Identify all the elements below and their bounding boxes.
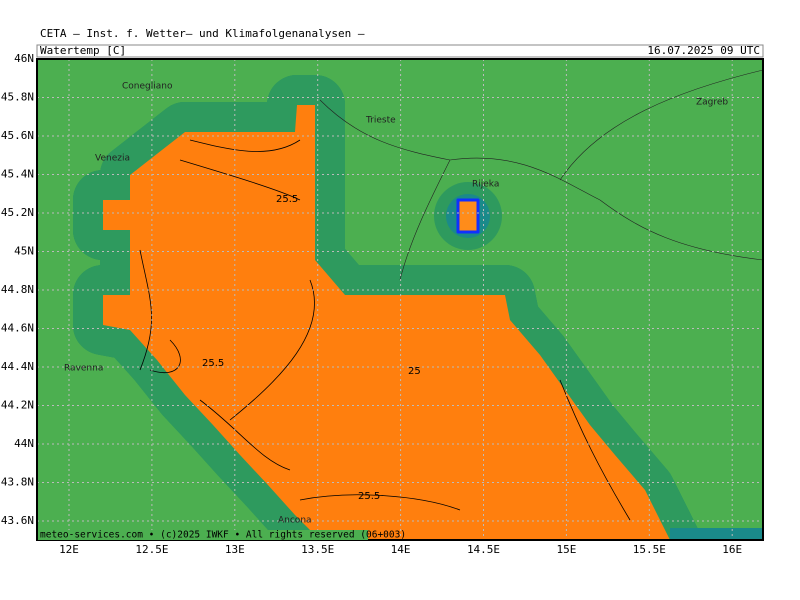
grid — [37, 59, 763, 540]
lat-label: 45N — [14, 245, 34, 258]
contours — [139, 139, 631, 521]
lon-label: 14.5E — [467, 543, 500, 556]
map-frame — [36, 58, 764, 541]
lat-label: 44.6N — [1, 322, 34, 335]
variable-label: Watertemp [C] — [40, 44, 126, 57]
city-label: Ancona — [278, 516, 312, 526]
city-label: Venezia — [95, 154, 130, 164]
lat-label: 45.2N — [1, 206, 34, 219]
lat-label: 44N — [14, 437, 34, 450]
contour-label: 25.5 — [276, 194, 298, 205]
city-label: Rijeka — [472, 180, 499, 190]
header-org: CETA – Inst. f. Wetter– und Klimafolgena… — [40, 27, 365, 40]
contour-label: 25.5 — [202, 358, 224, 369]
lat-label: 45.6N — [1, 129, 34, 142]
lon-label: 14E — [391, 543, 411, 556]
lat-label: 44.2N — [1, 399, 34, 412]
lat-label: 43.8N — [1, 476, 34, 489]
city-label: Trieste — [365, 116, 396, 126]
lon-label: 13E — [225, 543, 245, 556]
map-area — [37, 59, 763, 540]
footer-bg — [38, 530, 368, 540]
contour-label: 25.5 — [358, 491, 380, 502]
city-label: Zagreb — [696, 98, 728, 108]
lon-label: 13.5E — [301, 543, 334, 556]
sea — [73, 75, 763, 540]
footer: meteo-services.com • (c)2025 IWKF • All … — [40, 530, 406, 541]
city-label: Conegliano — [122, 82, 173, 92]
lat-label: 46N — [14, 52, 34, 65]
borders — [319, 69, 763, 281]
axes: 46N 45.8N 45.6N 45.4N 45.2N 45N 44.8N 44.6N 44.4… — [1, 52, 742, 556]
lon-label: 16E — [722, 543, 742, 556]
lat-label: 45.8N — [1, 91, 34, 104]
lon-label: 12E — [59, 543, 79, 556]
lon-label: 12.5E — [135, 543, 168, 556]
city-label: Ravenna — [64, 364, 103, 374]
lat-label: 44.8N — [1, 283, 34, 296]
lat-label: 43.6N — [1, 514, 34, 527]
header-box — [36, 44, 764, 58]
datetime-label: 16.07.2025 09 UTC — [647, 44, 760, 57]
lat-label: 45.4N — [1, 168, 34, 181]
lon-label: 15E — [556, 543, 576, 556]
lon-label: 15.5E — [633, 543, 666, 556]
lat-label: 44.4N — [1, 360, 34, 373]
contour-label: 25 — [408, 366, 421, 377]
